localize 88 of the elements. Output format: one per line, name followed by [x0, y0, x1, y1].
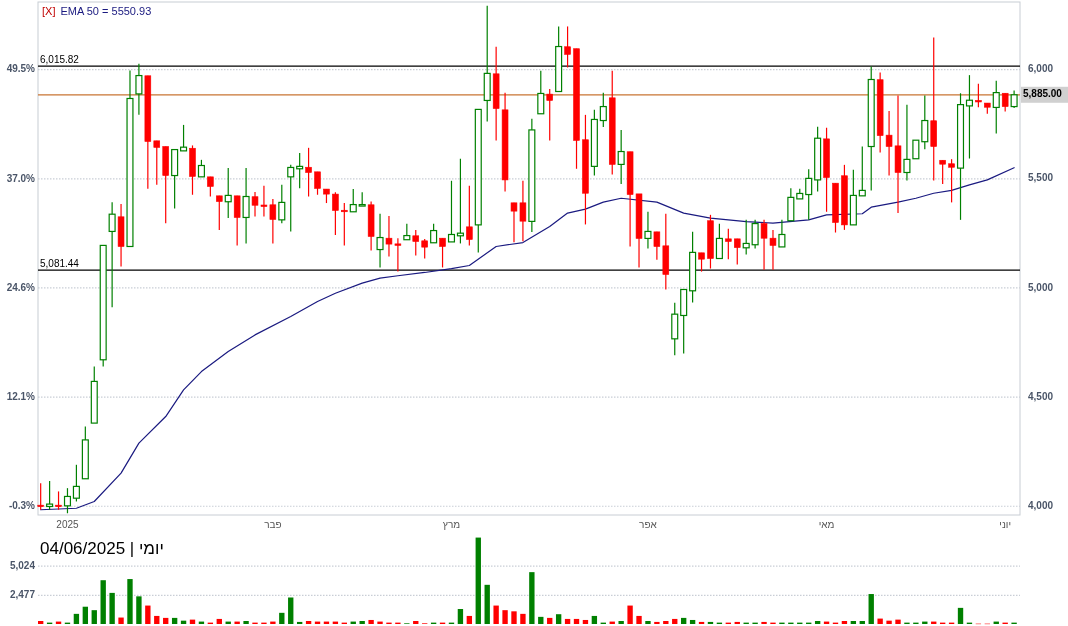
bar — [520, 613, 526, 624]
x-tick-label: אפר — [639, 519, 658, 530]
ref-line-label: 6,015.82 — [40, 54, 80, 66]
bar — [877, 618, 883, 624]
bar — [413, 621, 419, 624]
bar — [243, 621, 249, 624]
bar — [538, 616, 544, 624]
ref-line-label: 5,885.00 — [1023, 88, 1063, 100]
y2-tick-label: -0.3% — [8, 499, 36, 511]
x-tick-label: פבר — [264, 519, 282, 530]
bar — [618, 621, 624, 624]
bar — [305, 621, 312, 624]
bar — [475, 537, 481, 624]
bar — [288, 597, 294, 624]
line-series — [40, 167, 1015, 511]
bar — [502, 610, 508, 624]
bar — [555, 614, 562, 624]
bar — [547, 617, 553, 624]
bar — [136, 596, 142, 624]
bar — [895, 619, 901, 624]
bar — [957, 607, 964, 624]
bar — [100, 580, 106, 624]
bar — [886, 620, 892, 624]
bar — [511, 611, 517, 624]
y-tick-label: 4,500 — [1028, 390, 1054, 402]
bar — [636, 615, 642, 624]
bar — [38, 621, 44, 624]
bar — [171, 617, 178, 624]
bar — [279, 612, 285, 624]
bar — [82, 606, 89, 624]
bar — [564, 618, 571, 624]
bar — [529, 572, 535, 624]
bar — [359, 621, 365, 624]
bar — [582, 619, 589, 624]
bar — [868, 594, 874, 624]
bar — [645, 621, 651, 624]
bar — [234, 621, 240, 624]
bar — [466, 615, 473, 624]
bar — [761, 621, 767, 624]
x-tick-label: יוני — [999, 519, 1012, 530]
bar — [841, 621, 848, 624]
bar — [850, 621, 857, 624]
bar — [145, 605, 151, 624]
bar — [573, 618, 580, 624]
bar — [663, 621, 669, 624]
bar — [127, 579, 133, 624]
bar — [627, 605, 633, 624]
x-tick-label: 2025 — [56, 519, 80, 530]
text: EMA 50 = 5550.93 — [60, 5, 152, 17]
y-tick-label: 5,024 — [9, 559, 36, 571]
y2-tick-label: 37.0% — [6, 172, 36, 184]
bar — [377, 621, 383, 624]
bar — [296, 621, 303, 624]
y-tick-label: 4,000 — [1028, 499, 1054, 511]
bar — [672, 618, 678, 624]
y-tick-label: 5,000 — [1028, 281, 1054, 293]
bar — [91, 610, 97, 624]
bar — [493, 605, 499, 624]
bar — [859, 621, 865, 624]
bar — [707, 621, 714, 624]
bar — [814, 621, 821, 624]
y-tick-label: 5,500 — [1028, 172, 1054, 184]
y-tick-label: 6,000 — [1028, 63, 1054, 75]
bar — [270, 621, 276, 624]
ref-line-label: 5,081.44 — [40, 258, 80, 270]
bar — [73, 613, 80, 624]
y-tick-label: 2,477 — [9, 589, 36, 601]
bar — [457, 609, 464, 624]
bar — [484, 584, 490, 624]
x-tick-label: מרץ — [442, 519, 461, 530]
bar — [154, 615, 160, 624]
bar — [591, 615, 598, 624]
bar — [689, 619, 696, 624]
y2-tick-label: 49.5% — [6, 63, 36, 75]
bar — [681, 617, 687, 624]
chart-title: יומי | 04/06/2025 — [40, 539, 164, 558]
bar — [734, 621, 740, 624]
bar — [118, 617, 124, 624]
annotation: [X] — [42, 5, 56, 17]
bar — [163, 617, 169, 624]
bar — [216, 618, 222, 624]
bar — [109, 592, 115, 624]
x-tick-label: מאי — [818, 519, 835, 530]
bar — [654, 621, 660, 624]
bar — [698, 621, 705, 624]
bar — [368, 619, 374, 624]
y2-tick-label: 24.6% — [6, 281, 36, 293]
y2-tick-label: 12.1% — [6, 391, 36, 403]
